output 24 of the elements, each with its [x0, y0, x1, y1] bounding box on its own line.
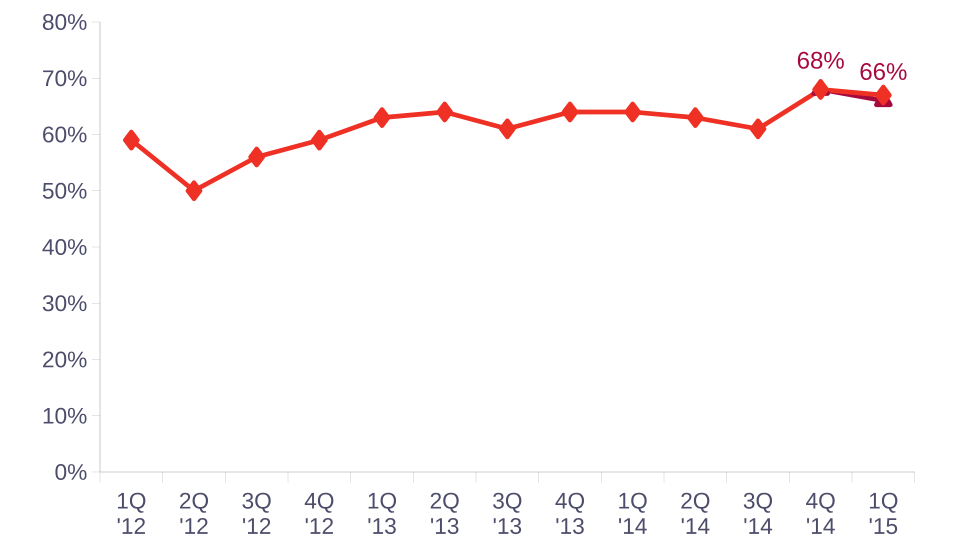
x-tick-label: 4Q '13: [555, 492, 584, 534]
y-tick-label: 30%: [42, 295, 86, 312]
y-tick-label: 70%: [43, 70, 86, 86]
x-tick-label: 3Q '14: [744, 492, 772, 534]
x-tick-label: 1Q '13: [368, 492, 396, 534]
data-label: 66%: [860, 63, 906, 80]
x-tick-label: 3Q '12: [242, 492, 271, 534]
x-tick-label: 3Q '13: [493, 492, 522, 534]
x-tick-label: 1Q '15: [870, 492, 898, 534]
y-tick-label: 80%: [42, 14, 86, 30]
data-label: 68%: [798, 52, 844, 69]
y-tick-label: 20%: [43, 351, 86, 368]
x-tick-label: 4Q '14: [806, 492, 835, 534]
y-tick-label: 10%: [44, 408, 86, 424]
y-tick-label: 50%: [42, 182, 86, 199]
x-tick-label: 4Q '12: [304, 492, 334, 534]
x-tick-label: 2Q '14: [681, 492, 710, 534]
y-tick-label: 40%: [42, 238, 86, 256]
x-tick-label: 1Q '12: [118, 492, 146, 534]
x-tick-label: 2Q '13: [430, 492, 459, 534]
y-tick-label: 60%: [43, 126, 86, 143]
y-tick-label: 0%: [55, 464, 86, 480]
x-tick-label: 1Q '14: [619, 492, 647, 534]
x-tick-label: 2Q '12: [180, 492, 208, 534]
